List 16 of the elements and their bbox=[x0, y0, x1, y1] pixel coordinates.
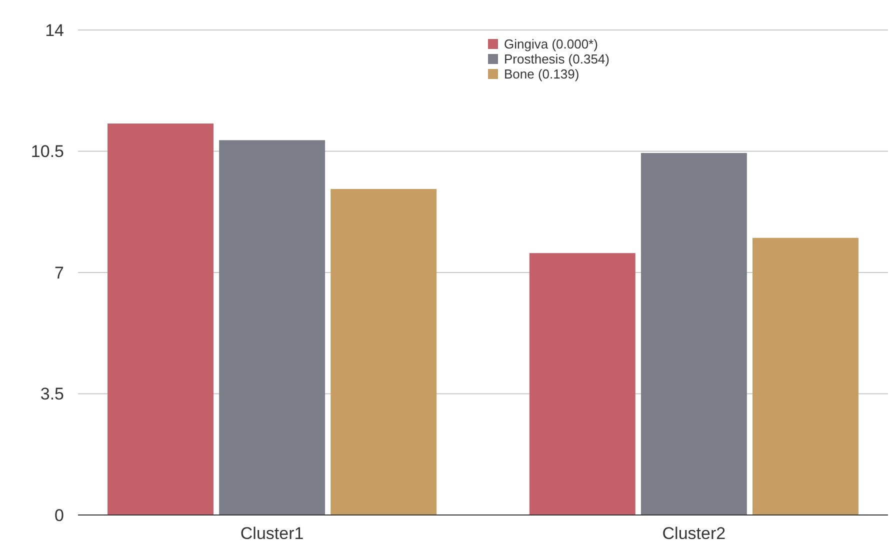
bar bbox=[108, 124, 214, 515]
bar bbox=[529, 253, 636, 515]
legend-label: Bone (0.139) bbox=[504, 66, 580, 82]
bar bbox=[640, 152, 747, 515]
bar bbox=[752, 238, 858, 515]
legend-label: Gingiva (0.000*) bbox=[504, 36, 598, 52]
y-tick-label: 10.5 bbox=[30, 142, 64, 162]
y-tick-label: 14 bbox=[45, 20, 64, 40]
x-tick-label: Cluster1 bbox=[240, 524, 304, 543]
bar bbox=[330, 189, 437, 515]
y-tick-label: 0 bbox=[54, 506, 64, 525]
legend-label: Prosthesis (0.354) bbox=[504, 52, 610, 67]
y-tick-label: 3.5 bbox=[40, 384, 64, 404]
bar bbox=[219, 140, 326, 515]
x-tick-label: Cluster2 bbox=[662, 524, 726, 543]
y-tick-label: 7 bbox=[54, 263, 64, 282]
